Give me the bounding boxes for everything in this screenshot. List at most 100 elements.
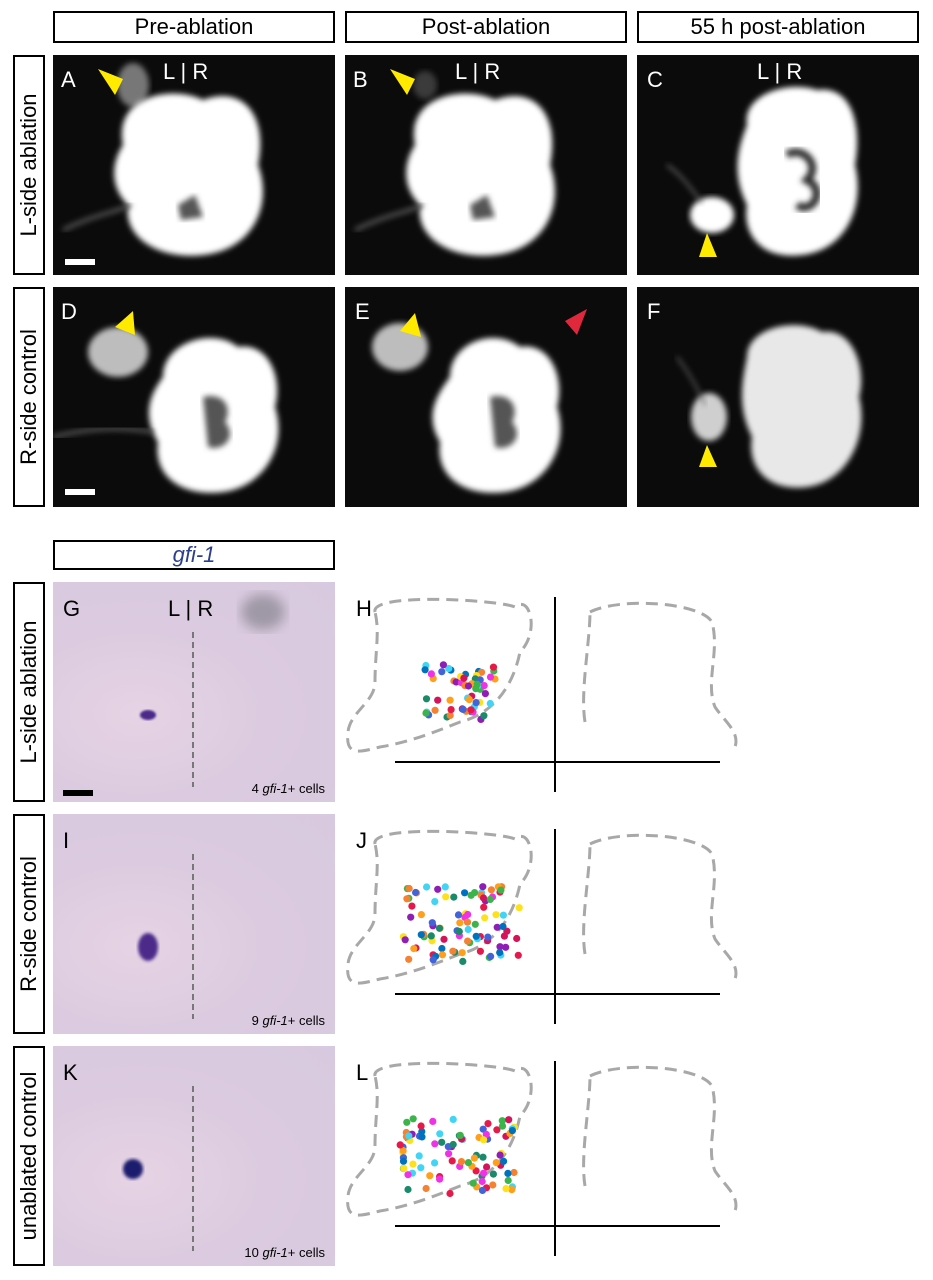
cell-position-dot — [396, 1141, 404, 1149]
cell-position-dot — [436, 1175, 444, 1183]
cell-position-dot — [502, 1185, 510, 1193]
cell-position-dot — [496, 943, 504, 951]
cell-position-dot — [472, 699, 480, 707]
panel-l-plot — [346, 1061, 738, 1256]
cell-position-dot — [417, 1122, 425, 1130]
cell-position-dot — [493, 923, 501, 931]
cell-position-dot — [418, 1127, 426, 1136]
panel-f-image: F — [637, 287, 919, 507]
cell-position-dot — [513, 934, 521, 943]
row-label-l-side-ablation-bottom: L-side ablation — [13, 582, 45, 802]
cell-position-dot — [489, 663, 498, 671]
lr-marker: L | R — [455, 59, 501, 84]
panel-g-image: G L | R 4 gfi-1+ cells — [53, 582, 335, 802]
cell-position-dot — [459, 957, 467, 965]
cell-position-dot — [448, 1157, 456, 1165]
cell-count-number: 9 — [251, 1013, 259, 1028]
cell-position-dot — [449, 947, 457, 955]
cell-position-dot — [470, 1154, 478, 1162]
cell-position-dot — [489, 1170, 497, 1178]
cell-position-dot — [484, 933, 492, 941]
cell-position-dot — [496, 948, 504, 957]
cell-count-g: 4 gfi-1+ cells — [252, 781, 325, 796]
cell-position-dot — [479, 894, 488, 902]
cell-position-dot — [438, 951, 447, 959]
right-ganglion-outline — [582, 601, 738, 748]
cell-position-dot — [472, 1167, 480, 1175]
cell-position-dot — [480, 712, 488, 720]
cell-position-dot — [441, 883, 449, 891]
cell-position-dot — [489, 1181, 497, 1189]
cell-position-dot — [500, 932, 508, 940]
cell-position-dot — [487, 886, 495, 894]
cell-position-dot — [508, 1127, 516, 1135]
cell-position-dot — [434, 885, 442, 893]
cell-position-dot — [445, 1150, 453, 1158]
row-label-text: L-side ablation — [16, 620, 41, 764]
right-ganglion-outline — [582, 1065, 738, 1212]
cell-position-dot — [454, 911, 463, 919]
cell-position-dot — [449, 1140, 457, 1149]
cell-position-dot — [483, 1163, 491, 1171]
cell-position-dot — [417, 911, 425, 919]
cell-position-dot — [399, 1147, 407, 1155]
panel-c-label: C — [647, 67, 663, 92]
panel-a-image: A L | R — [53, 55, 335, 275]
cell-position-dot — [504, 1169, 512, 1177]
cell-position-dot — [481, 690, 489, 698]
panel-h-label: H — [356, 596, 372, 621]
header-pre-ablation: Pre-ablation — [53, 11, 335, 43]
cell-position-dot — [405, 955, 413, 963]
cell-position-dot — [471, 920, 479, 928]
cell-position-dot — [487, 952, 495, 960]
cell-position-dot — [479, 1153, 487, 1161]
cell-position-dot — [422, 695, 431, 703]
header-post-ablation: Post-ablation — [345, 11, 627, 43]
cell-position-dot — [417, 931, 425, 939]
cell-position-dot — [480, 1169, 488, 1177]
cell-position-dot — [403, 1118, 411, 1126]
cell-count-i: 9 gfi-1+ cells — [252, 1013, 325, 1028]
lr-marker: L | R — [168, 596, 214, 621]
cell-position-dot — [446, 1189, 454, 1198]
cell-position-dot — [499, 911, 507, 919]
row-label-text: L-side ablation — [16, 93, 41, 237]
cell-position-dot — [401, 936, 409, 944]
cell-position-dot — [497, 886, 505, 894]
cell-position-dot — [427, 932, 435, 940]
cell-count-number: 10 — [244, 1245, 259, 1260]
yellow-arrowhead-icon — [115, 311, 135, 335]
panel-i-image: I 9 gfi-1+ cells — [53, 814, 335, 1034]
panel-i-stain — [138, 854, 194, 1019]
header-post-ablation-text: Post-ablation — [421, 14, 551, 39]
cell-position-dot — [409, 1115, 417, 1123]
panel-k-image: K 10 gfi-1+ cells — [53, 1046, 335, 1266]
cell-count-suffix: + cells — [287, 1245, 325, 1260]
scale-bar — [65, 259, 95, 265]
cell-position-dot — [452, 678, 460, 686]
cell-position-dot — [480, 903, 488, 911]
cell-position-dot — [417, 1164, 425, 1172]
left-ganglion-outline — [346, 829, 533, 985]
cell-position-dot — [469, 1179, 477, 1187]
cell-position-dot — [480, 1136, 488, 1144]
row-label-l-side-ablation-top: L-side ablation — [13, 55, 45, 275]
yellow-arrowhead-icon — [699, 233, 717, 257]
panel-c-ganglia — [666, 86, 858, 256]
cell-position-dot — [515, 904, 523, 912]
cell-position-dot — [405, 1132, 413, 1140]
panel-h-plot — [346, 597, 738, 792]
cell-position-dot — [464, 682, 473, 690]
cell-position-dot — [428, 919, 436, 927]
header-55h-post-ablation: 55 h post-ablation — [637, 11, 919, 43]
cell-count-suffix: + cells — [287, 781, 325, 796]
cell-position-dot — [438, 668, 446, 676]
cell-position-dot — [492, 1159, 500, 1167]
cell-position-dot — [498, 1117, 506, 1125]
panel-d-ganglia — [53, 327, 279, 493]
cell-position-dot — [492, 911, 500, 919]
cell-position-dot — [465, 696, 473, 704]
cell-position-dot — [467, 706, 475, 714]
panel-f-label: F — [647, 299, 661, 324]
cell-position-dot — [438, 944, 446, 953]
